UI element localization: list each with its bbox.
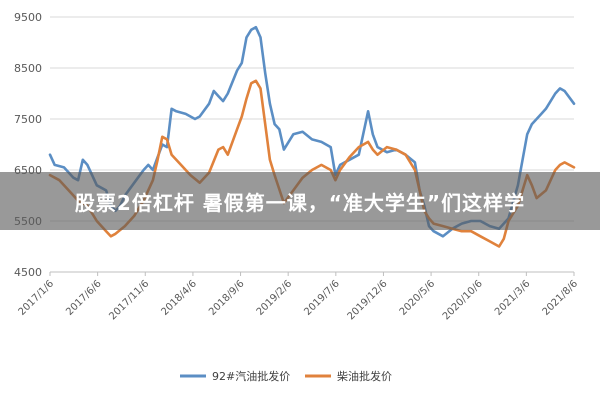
x-tick-label: 2020/5/6 [398,278,438,318]
y-tick-label: 9500 [14,11,42,24]
x-tick-label: 2018/9/6 [207,278,247,318]
y-axis: 450055006500750085009500 [14,11,42,279]
caption-overlay: 股票2倍杠杆 暑假第一课，“准大学生”们这样学 [0,172,600,230]
x-tick-label: 2021/8/6 [541,278,581,318]
x-tick-label: 2017/6/6 [64,278,104,318]
x-tick-label: 2021/3/6 [493,278,533,318]
x-tick-label: 2017/1/6 [17,278,57,318]
grid-layer [50,16,574,273]
y-tick-label: 7500 [14,113,42,126]
y-tick-label: 4500 [14,266,42,279]
caption-text: 股票2倍杠杆 暑假第一课，“准大学生”们这样学 [74,190,526,215]
legend: 92#汽油批发价 柴油批发价 [180,369,392,383]
x-tick-label: 2019/7/6 [302,278,342,318]
legend-label: 柴油批发价 [337,369,392,383]
x-axis: 2017/1/6 2017/6/6 2017/11/6 2018/4/6 2018/9/… [17,271,581,322]
y-tick-label: 8500 [14,62,42,75]
x-tick-label: 2017/11/6 [107,278,151,322]
legend-label: 92#汽油批发价 [212,369,290,383]
x-tick-label: 2020/10/6 [441,278,485,322]
x-tick-label: 2019/12/6 [346,278,390,322]
x-tick-label: 2019/2/6 [255,278,295,318]
x-tick-label: 2018/4/6 [159,278,199,318]
